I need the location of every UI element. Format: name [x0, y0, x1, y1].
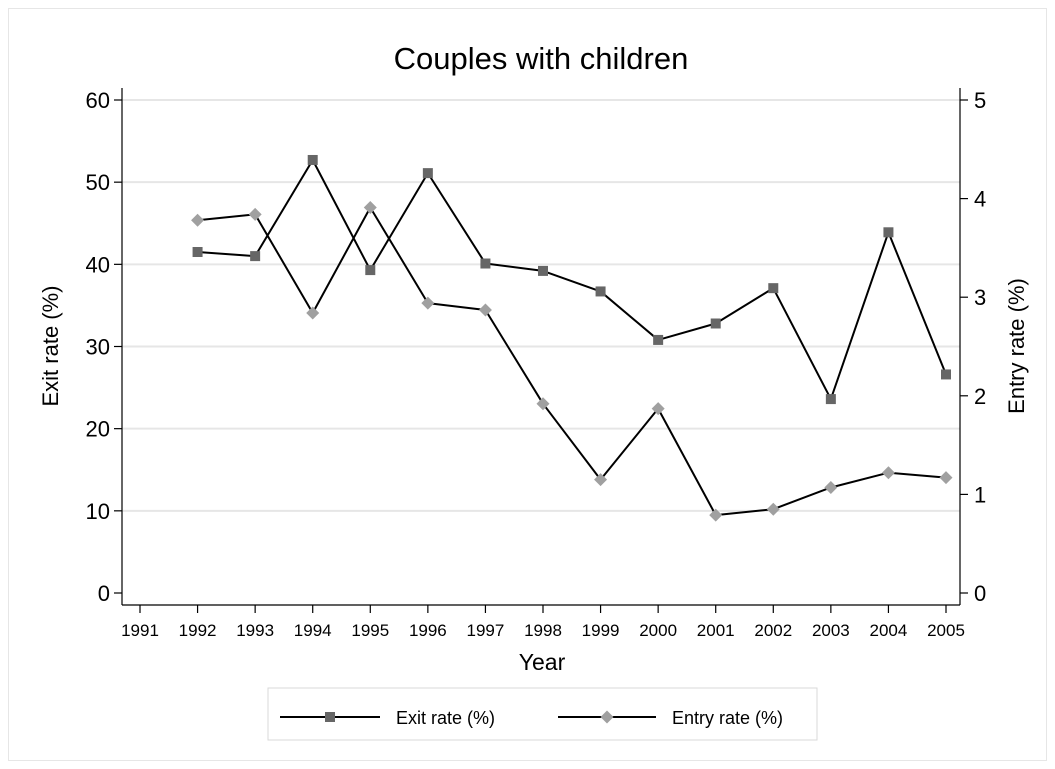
data-point-exit-rate [595, 286, 606, 297]
data-point-entry-rate [478, 303, 492, 317]
data-point-entry-rate [651, 402, 665, 416]
x-tick-label: 1994 [294, 621, 332, 640]
y-left-tick-label: 20 [86, 417, 110, 442]
axes: 0 10 20 30 40 50 60 0 1 2 3 4 5 1991 1992 1993 1994 1995 1… [86, 88, 986, 640]
x-tick-label: 1993 [236, 621, 274, 640]
legend-label: Entry rate (%) [672, 708, 783, 728]
gridlines [122, 99, 960, 512]
legend-marker-square [325, 712, 335, 722]
x-tick-label: 2002 [754, 621, 792, 640]
data-point-entry-rate [536, 397, 550, 411]
data-point-exit-rate [538, 265, 548, 276]
series [191, 154, 953, 522]
data-point-exit-rate [710, 318, 721, 329]
data-point-exit-rate [192, 247, 203, 258]
series-line [197, 158, 947, 401]
legend-marker-diamond [600, 710, 614, 724]
legend: Exit rate (%) Entry rate (%) [267, 687, 818, 741]
x-tick-label: 2004 [870, 621, 908, 640]
x-tick-label: 1997 [467, 621, 505, 640]
data-point-entry-rate [421, 296, 435, 310]
x-tick-label: 2000 [639, 621, 677, 640]
chart-title: Couples with children [394, 41, 689, 76]
y-left-tick-label: 50 [86, 170, 110, 195]
data-point-exit-rate [883, 227, 894, 238]
data-point-entry-rate [594, 473, 608, 487]
data-point-exit-rate [250, 251, 261, 262]
y-axis-right-label: Entry rate (%) [1004, 278, 1029, 414]
data-point-exit-rate [307, 154, 318, 165]
legend-label: Exit rate (%) [396, 708, 495, 728]
data-point-entry-rate [766, 502, 780, 516]
x-tick-label: 1999 [582, 621, 620, 640]
x-tick-label: 1995 [351, 621, 389, 640]
data-point-entry-rate [709, 508, 723, 522]
data-point-entry-rate [306, 306, 320, 320]
y-left-tick-label: 40 [86, 252, 110, 277]
x-tick-label: 1991 [121, 621, 159, 640]
y-left-tick-label: 60 [86, 88, 110, 113]
data-point-exit-rate [480, 258, 491, 269]
y-right-tick-label: 2 [974, 384, 986, 409]
y-left-tick-label: 30 [86, 335, 110, 360]
data-point-exit-rate [653, 334, 664, 345]
y-right-tick-label: 4 [974, 187, 986, 212]
chart-frame [8, 8, 1047, 761]
data-point-entry-rate [248, 207, 262, 221]
y-right-tick-label: 5 [974, 88, 986, 113]
y-right-tick-label: 1 [974, 482, 986, 507]
data-point-entry-rate [939, 471, 953, 485]
data-point-entry-rate [881, 466, 895, 480]
data-point-entry-rate [824, 480, 838, 494]
data-point-exit-rate [941, 369, 951, 380]
data-point-exit-rate [422, 168, 433, 179]
y-right-tick-label: 3 [974, 285, 986, 310]
data-point-entry-rate [363, 200, 377, 214]
legend-box [267, 687, 818, 741]
data-point-exit-rate [768, 283, 779, 294]
x-tick-label: 1998 [524, 621, 562, 640]
y-axis-left-label: Exit rate (%) [38, 285, 63, 406]
x-tick-label: 2003 [812, 621, 850, 640]
x-tick-label: 2005 [927, 621, 965, 640]
y-left-tick-label: 0 [98, 581, 110, 606]
x-tick-label: 2001 [697, 621, 735, 640]
data-point-exit-rate [825, 394, 836, 405]
series-line [197, 206, 947, 517]
data-point-exit-rate [365, 265, 376, 276]
x-tick-label: 1996 [409, 621, 447, 640]
data-point-entry-rate [191, 213, 205, 227]
x-axis-label: Year [519, 649, 566, 675]
y-right-tick-label: 0 [974, 581, 986, 606]
y-left-tick-label: 10 [86, 499, 110, 524]
x-tick-label: 1992 [179, 621, 217, 640]
